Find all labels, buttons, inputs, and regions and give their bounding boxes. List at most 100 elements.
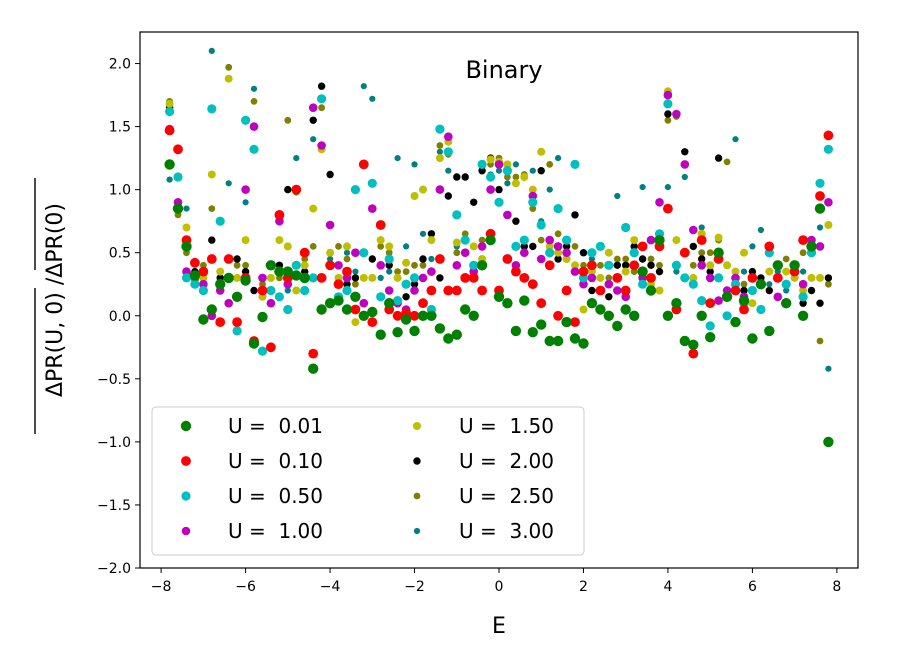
data-point <box>798 279 808 289</box>
data-point <box>333 295 344 306</box>
legend-box <box>151 406 585 556</box>
data-point <box>765 286 773 295</box>
data-point <box>250 85 258 92</box>
data-point <box>317 141 326 150</box>
x-tick-label: −8 <box>151 579 172 595</box>
data-point <box>443 147 453 157</box>
data-point <box>351 274 360 282</box>
data-point <box>815 178 825 188</box>
data-point <box>206 304 217 315</box>
data-point <box>578 266 589 277</box>
data-point <box>166 176 173 183</box>
data-point <box>546 186 553 193</box>
data-point <box>782 255 790 263</box>
data-point <box>208 205 216 213</box>
data-point <box>825 365 832 372</box>
data-point <box>435 124 445 134</box>
data-point <box>164 159 175 170</box>
data-point <box>486 172 496 182</box>
y-tick-label: 2.0 <box>109 57 131 73</box>
data-point <box>544 335 555 347</box>
data-point <box>308 348 319 359</box>
data-point <box>816 337 824 345</box>
data-point <box>773 292 783 302</box>
data-point <box>334 261 343 270</box>
legend-marker <box>413 492 421 500</box>
legend-label: U = 2.00 <box>459 449 554 473</box>
data-point <box>537 167 545 175</box>
data-point <box>527 327 538 338</box>
data-point <box>603 310 614 321</box>
data-point <box>215 279 226 290</box>
y-tick-label: −1.5 <box>97 498 131 514</box>
data-point <box>292 286 301 295</box>
data-point <box>748 299 757 308</box>
data-point <box>613 255 621 263</box>
data-point <box>697 296 707 306</box>
data-point <box>696 310 707 321</box>
data-point <box>434 323 446 334</box>
y-tick-label: −1.0 <box>97 435 131 451</box>
data-point <box>713 247 724 258</box>
data-point <box>419 255 427 263</box>
legend-marker <box>413 422 421 430</box>
data-point <box>706 261 715 270</box>
data-point <box>240 275 251 286</box>
data-point <box>747 273 758 283</box>
data-point <box>181 273 192 283</box>
data-point <box>309 204 318 213</box>
data-point <box>368 273 377 282</box>
data-point <box>714 233 723 242</box>
data-point <box>664 110 672 118</box>
data-point <box>350 304 361 315</box>
data-point <box>375 329 386 340</box>
data-point <box>452 210 462 220</box>
data-point <box>528 197 538 207</box>
data-point <box>308 273 318 283</box>
data-point <box>588 286 596 295</box>
data-point <box>182 267 191 276</box>
data-point <box>519 295 530 306</box>
data-point <box>688 279 698 289</box>
y-tick-label: 0.0 <box>109 309 131 325</box>
data-point <box>528 185 537 194</box>
data-point <box>824 221 833 229</box>
data-point <box>798 235 808 246</box>
data-point <box>359 248 369 258</box>
data-point <box>680 273 690 283</box>
data-point <box>402 293 410 301</box>
data-point <box>749 243 756 250</box>
data-point <box>386 268 393 275</box>
data-point <box>612 320 623 332</box>
data-point <box>352 280 359 288</box>
series-0 <box>164 159 834 448</box>
data-point <box>207 170 216 179</box>
data-point <box>824 274 833 282</box>
data-point <box>688 339 699 350</box>
data-point <box>604 260 614 270</box>
y-tick-label: −0.5 <box>97 372 131 388</box>
data-point <box>696 235 707 246</box>
data-point <box>706 249 714 257</box>
data-point <box>816 299 824 307</box>
data-point <box>545 242 554 251</box>
data-point <box>310 136 317 143</box>
data-point <box>418 298 428 309</box>
data-point <box>411 261 418 269</box>
data-point <box>341 304 353 315</box>
data-point <box>394 268 401 275</box>
data-point <box>562 255 571 263</box>
data-point <box>799 286 808 295</box>
data-point <box>630 268 638 275</box>
data-point <box>460 248 470 257</box>
data-point <box>301 255 309 263</box>
data-point <box>419 261 427 269</box>
data-point <box>198 314 209 325</box>
data-point <box>663 90 673 100</box>
data-point <box>369 95 376 102</box>
data-point <box>502 254 513 264</box>
x-axis-label: E <box>492 614 506 639</box>
data-point <box>324 298 336 309</box>
data-point <box>680 160 690 169</box>
